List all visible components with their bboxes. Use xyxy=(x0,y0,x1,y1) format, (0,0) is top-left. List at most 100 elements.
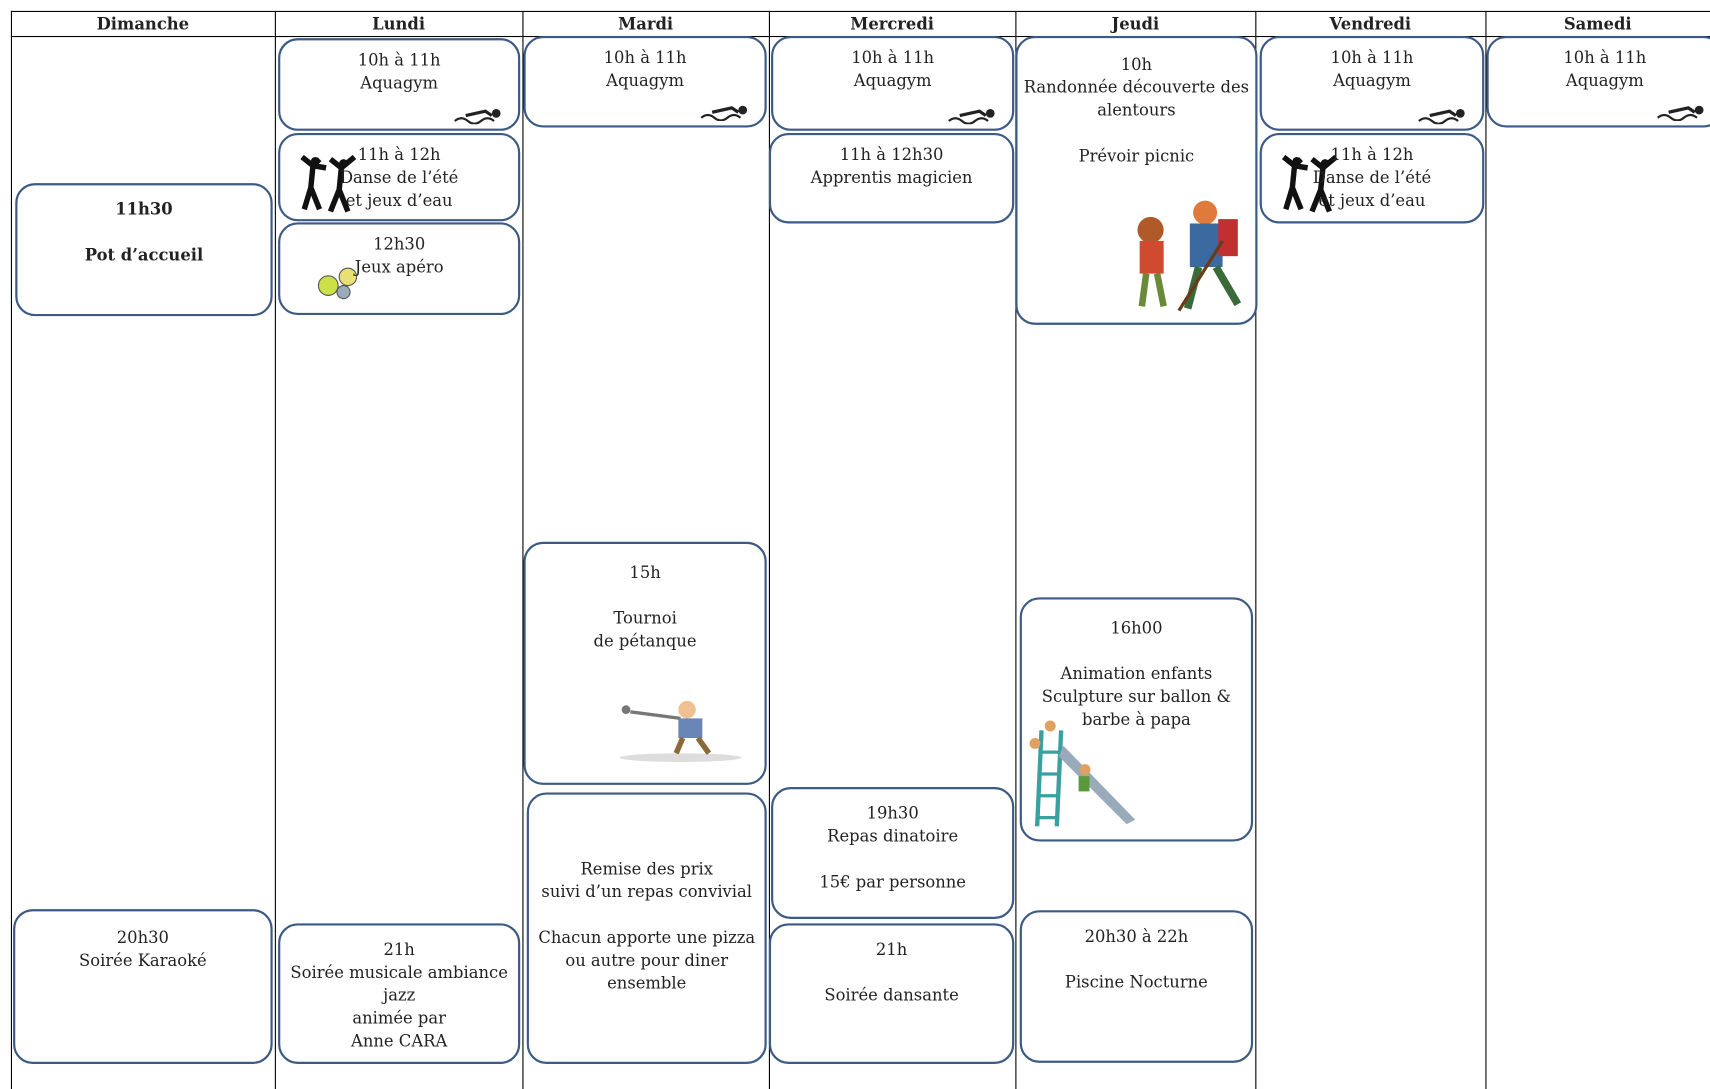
event-paragraph: Chacun apporte une pizza ou autre pour di… xyxy=(529,927,765,996)
event-text: 10h à 11h xyxy=(603,47,687,68)
event-text: Soirée musicale ambiance xyxy=(290,962,508,983)
event-box: 10h à 11h Aquagym xyxy=(771,35,1015,131)
hike-icon xyxy=(1137,200,1242,312)
event-text: 15h xyxy=(629,562,661,583)
event-text: Aquagym xyxy=(606,70,684,91)
event-paragraph: 10h à 11h Aquagym xyxy=(1489,47,1710,93)
boule-icon xyxy=(619,700,742,762)
event-text: et jeux d’eau xyxy=(1318,190,1426,211)
dance-icon xyxy=(1281,154,1338,213)
slide-icon xyxy=(1029,720,1136,827)
event-paragraph: Tournoi de pétanque xyxy=(526,607,765,653)
swim-icon xyxy=(700,105,748,122)
day-header: Lundi xyxy=(274,10,523,38)
event-paragraph: Prévoir picnic xyxy=(1018,145,1256,168)
event-text: alentours xyxy=(1097,100,1176,120)
event-text: de pétanque xyxy=(593,631,697,651)
event-box: 16h00 Animation enfants Sculpture sur ball… xyxy=(1019,597,1254,842)
day-header: Mercredi xyxy=(768,10,1016,38)
event-paragraph: 10h à 11h Aquagym xyxy=(773,47,1012,93)
event-text: Aquagym xyxy=(360,73,439,93)
event-text: Sculpture sur ballon & xyxy=(1041,686,1232,707)
event-paragraph: 21h xyxy=(771,939,1012,962)
event-text: 19h30 xyxy=(866,803,919,824)
day-column xyxy=(768,10,1017,1089)
event-text: 10h à 11h xyxy=(357,50,441,70)
event-box: 11h à 12h Danse de l’été et jeux d’eau xyxy=(1259,132,1485,224)
event-paragraph: Piscine Nocturne xyxy=(1022,971,1251,994)
day-column xyxy=(274,10,524,1089)
event-text: 12h30 xyxy=(373,234,426,254)
event-text: 11h à 12h xyxy=(357,144,441,165)
event-paragraph: Soirée dansante xyxy=(771,984,1012,1007)
event-paragraph: Pot d’accueil xyxy=(17,244,270,267)
event-paragraph: 10h à 11h Aquagym xyxy=(526,47,765,93)
event-text: Aquagym xyxy=(1565,70,1644,91)
event-paragraph: 21h Soirée musicale ambiance jazz animée pa… xyxy=(280,939,518,1053)
event-text: animée par xyxy=(352,1008,446,1028)
event-text: Animation enfants xyxy=(1060,663,1213,684)
event-box: Remise des prix suivi d’un repas convivia… xyxy=(526,792,767,1064)
event-box: 21h Soirée musicale ambiance jazz animée pa… xyxy=(278,923,521,1064)
day-column xyxy=(1485,10,1710,1089)
event-text: Pot d’accueil xyxy=(84,245,204,265)
event-text: Repas dinatoire xyxy=(827,826,959,846)
event-paragraph: 16h00 xyxy=(1022,617,1251,640)
event-paragraph: 11h à 12h Danse de l’été et jeux d’eau xyxy=(1262,144,1482,213)
event-text: ou autre pour diner xyxy=(565,950,729,971)
event-text: 16h00 xyxy=(1110,618,1163,638)
event-text: Randonnée découverte des xyxy=(1023,77,1250,98)
day-column xyxy=(10,10,276,1089)
event-paragraph: 10h à 11h Aquagym xyxy=(280,49,518,95)
event-text: Remise des prix xyxy=(580,858,713,879)
ball-icon xyxy=(317,267,358,300)
swim-icon xyxy=(1418,109,1465,125)
event-text: 21h xyxy=(875,939,908,960)
event-text: 21h xyxy=(383,939,415,960)
event-text: 20h30 xyxy=(116,927,169,948)
event-paragraph: 15h xyxy=(526,561,765,584)
swim-icon xyxy=(1657,105,1704,122)
event-text: suivi d’un repas convivial xyxy=(541,881,753,902)
event-text: Apprentis magicien xyxy=(810,167,973,188)
event-text: Aquagym xyxy=(1333,70,1411,91)
event-text: 11h30 xyxy=(115,199,173,220)
event-box: 19h30 Repas dinatoire 15€ par personne xyxy=(771,787,1015,919)
event-box: 11h à 12h Danse de l’été et jeux d’eau xyxy=(278,132,521,222)
event-text: Tournoi xyxy=(613,608,677,628)
day-column xyxy=(1015,10,1256,1089)
event-text: 10h à 11h xyxy=(1330,47,1414,68)
event-box: 15h Tournoi de pétanque xyxy=(523,541,767,785)
event-text: Chacun apporte une pizza xyxy=(538,927,756,948)
swim-icon xyxy=(948,109,995,125)
dance-icon xyxy=(300,154,357,213)
event-paragraph: 15€ par personne xyxy=(773,871,1012,894)
event-text: jazz xyxy=(383,985,416,1006)
event-paragraph: Remise des prix suivi d’un repas convivia… xyxy=(529,858,765,904)
event-box: 10h à 11h Aquagym xyxy=(1259,35,1485,131)
event-text: Prévoir picnic xyxy=(1078,146,1195,166)
event-text: et jeux d’eau xyxy=(345,190,453,211)
event-paragraph: 20h30 à 22h xyxy=(1022,925,1251,948)
event-box: 10h Randonnée découverte des alentours Prév… xyxy=(1015,35,1258,325)
event-box: 10h à 11h Aquagym xyxy=(523,35,767,128)
day-header: Mardi xyxy=(522,10,769,38)
event-text: Jeux apéro xyxy=(354,257,444,277)
event-text: Aquagym xyxy=(853,70,932,91)
event-text: Piscine Nocturne xyxy=(1064,972,1208,992)
event-text: Soirée dansante xyxy=(824,985,959,1006)
event-text: 10h à 11h xyxy=(851,47,935,68)
event-text: 10h xyxy=(1120,54,1153,75)
event-box: 20h30 à 22h Piscine Nocturne xyxy=(1019,910,1254,1063)
event-box: 11h à 12h30 Apprentis magicien xyxy=(768,132,1015,224)
event-box: 11h30 Pot d’accueil xyxy=(15,183,273,317)
day-column xyxy=(1255,10,1486,1089)
event-text: 20h30 à 22h xyxy=(1084,926,1189,947)
event-text: 15€ par personne xyxy=(819,872,966,892)
event-paragraph: Animation enfants Sculpture sur ballon & b… xyxy=(1022,663,1251,732)
event-paragraph: 10h à 11h Aquagym xyxy=(1262,47,1482,93)
swim-icon xyxy=(454,109,501,125)
day-header: Jeudi xyxy=(1015,10,1256,38)
event-text: ensemble xyxy=(607,973,687,994)
